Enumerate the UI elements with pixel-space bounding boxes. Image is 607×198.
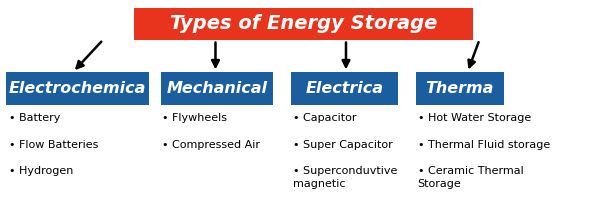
FancyBboxPatch shape: [134, 8, 473, 40]
Text: • Ceramic Thermal
Storage: • Ceramic Thermal Storage: [418, 166, 523, 189]
Text: • Hot Water Storage: • Hot Water Storage: [418, 113, 531, 123]
Text: • Compressed Air: • Compressed Air: [162, 140, 260, 150]
Text: Therma: Therma: [426, 81, 494, 96]
Text: • Superconduvtive
magnetic: • Superconduvtive magnetic: [293, 166, 398, 189]
FancyBboxPatch shape: [416, 72, 504, 105]
FancyBboxPatch shape: [161, 72, 273, 105]
Text: • Flywheels: • Flywheels: [162, 113, 227, 123]
FancyBboxPatch shape: [6, 72, 149, 105]
Text: • Thermal Fluid storage: • Thermal Fluid storage: [418, 140, 550, 150]
Text: • Battery: • Battery: [9, 113, 61, 123]
Text: • Flow Batteries: • Flow Batteries: [9, 140, 98, 150]
Text: Electrica: Electrica: [305, 81, 384, 96]
Text: Types of Energy Storage: Types of Energy Storage: [170, 14, 437, 33]
FancyBboxPatch shape: [291, 72, 398, 105]
Text: • Capacitor: • Capacitor: [293, 113, 357, 123]
Text: • Hydrogen: • Hydrogen: [9, 166, 73, 176]
Text: • Super Capacitor: • Super Capacitor: [293, 140, 393, 150]
Text: Electrochemica: Electrochemica: [8, 81, 146, 96]
Text: Mechanical: Mechanical: [166, 81, 268, 96]
